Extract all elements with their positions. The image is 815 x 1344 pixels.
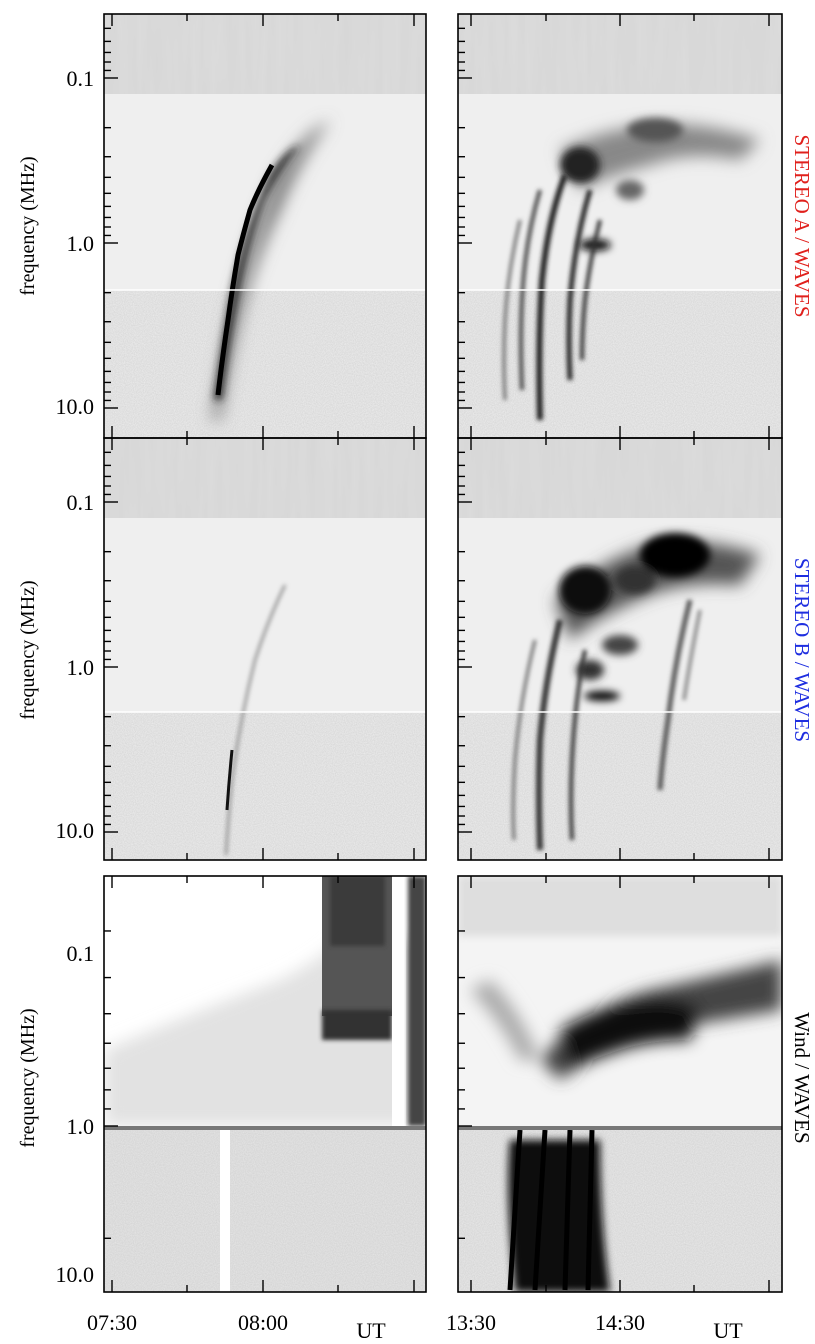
panel-wind-left: [104, 876, 426, 1292]
instrument-label-wind: Wind / WAVES: [790, 1012, 814, 1143]
ylabel-row-a: frequency (MHz): [17, 156, 39, 295]
ytick-b-1.0: 1.0: [67, 655, 95, 680]
ylabel-row-wind: frequency (MHz): [17, 1008, 39, 1147]
ytick-a-1.0: 1.0: [67, 231, 95, 256]
panel-stereo-b-left: [104, 438, 426, 860]
ytick-b-10.0: 10.0: [56, 818, 95, 843]
x-unit-left: UT: [356, 1318, 386, 1343]
ytick-wind-0.1: 0.1: [67, 941, 95, 966]
ytick-a-0.1: 0.1: [67, 66, 95, 91]
ytick-b-0.1: 0.1: [67, 490, 95, 515]
ylabel-row-b: frequency (MHz): [17, 580, 39, 719]
ytick-a-10.0: 10.0: [56, 394, 95, 419]
panel-wind-right: [458, 876, 782, 1292]
panel-stereo-a-left: [104, 14, 426, 438]
xtick-left-1: 08:00: [238, 1310, 288, 1335]
x-unit-right: UT: [713, 1318, 743, 1343]
instrument-label-stereo-a: STEREO A / WAVES: [790, 134, 814, 317]
xtick-left-0: 07:30: [87, 1310, 137, 1335]
ytick-wind-1.0: 1.0: [67, 1114, 95, 1139]
panel-frame: [103, 875, 427, 1293]
panel-stereo-b-right: [458, 438, 782, 860]
instrument-label-stereo-b: STEREO B / WAVES: [790, 558, 814, 742]
xtick-right-1: 14:30: [595, 1310, 645, 1335]
panel-stereo-a-right: [458, 14, 782, 438]
axes-layer: [103, 13, 783, 1293]
panel-frame: [103, 437, 427, 861]
xtick-right-0: 13:30: [446, 1310, 496, 1335]
ytick-wind-10.0: 10.0: [56, 1262, 95, 1287]
